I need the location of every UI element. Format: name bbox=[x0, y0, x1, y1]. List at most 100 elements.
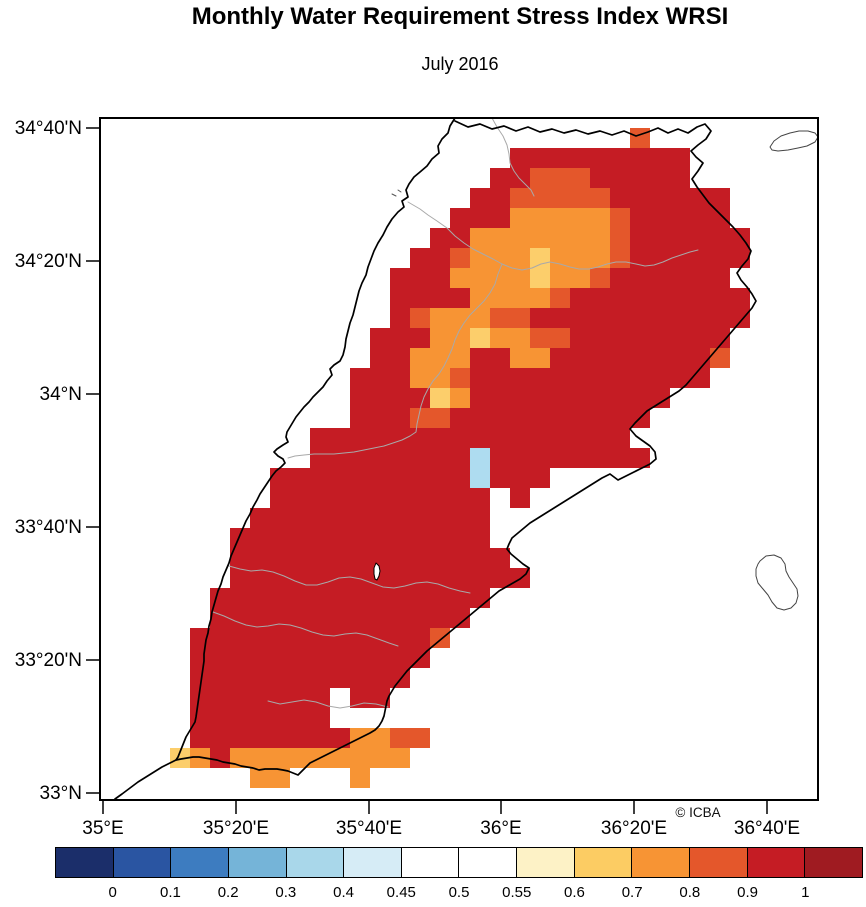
raster-cell-run bbox=[610, 208, 630, 228]
colorbar-tick-label: 0.1 bbox=[159, 884, 181, 901]
x-tick-label: 36°40'E bbox=[734, 818, 800, 839]
raster-cell-run bbox=[470, 188, 510, 208]
raster-cell-run bbox=[310, 448, 470, 468]
raster-cell-run bbox=[350, 768, 370, 788]
credit: © ICBA bbox=[675, 805, 721, 820]
raster-cell-run bbox=[510, 148, 690, 168]
raster-cell-run bbox=[610, 188, 730, 208]
colorbar-segment-3 bbox=[227, 847, 287, 878]
raster-cell-run bbox=[190, 708, 330, 728]
colorbar-labels: 0 0.1 0.2 0.3 0.4 0.45 0.5 0.55 0.6 0.7 0.8 0.9 1 bbox=[0, 884, 866, 904]
y-tick-label: 33°40'N bbox=[15, 517, 82, 538]
raster-cell-run bbox=[350, 408, 410, 428]
x-tick-label: 35°40'E bbox=[336, 818, 402, 839]
colorbar-tick-label: 0.2 bbox=[217, 884, 239, 901]
x-tick-label: 36°20'E bbox=[601, 818, 667, 839]
lake-homs-path bbox=[755, 554, 799, 611]
raster-cell-run bbox=[450, 248, 470, 268]
admin-south-1-line bbox=[228, 565, 471, 594]
colorbar-segment-13 bbox=[804, 847, 863, 878]
raster-cell-run bbox=[250, 768, 290, 788]
raster-cell-run bbox=[370, 328, 430, 348]
y-tick-label: 34°40'N bbox=[15, 118, 82, 139]
colorbar-tick-label: 0.6 bbox=[563, 884, 585, 901]
raster-cell-run bbox=[510, 208, 610, 228]
lake-qaraoun-path bbox=[373, 562, 381, 581]
colorbar-tick-label: 0.45 bbox=[386, 884, 416, 901]
raster-cell-run bbox=[230, 568, 530, 588]
colorbar-segment-11 bbox=[689, 847, 748, 878]
raster-cell-run bbox=[250, 508, 490, 528]
x-tick-label: 36°E bbox=[480, 818, 521, 839]
colorbar-segment-4 bbox=[285, 847, 345, 878]
raster-cell-run bbox=[470, 228, 610, 248]
raster-cell-run bbox=[410, 348, 470, 368]
raster-cell-run bbox=[210, 608, 470, 628]
raster-cell-run bbox=[190, 688, 330, 708]
colorbar-segment-1 bbox=[112, 847, 172, 878]
raster-cell-run bbox=[510, 488, 530, 508]
raster-cell-run bbox=[430, 388, 450, 408]
raster-cell-run bbox=[590, 168, 690, 188]
raster-cell-run bbox=[310, 428, 630, 448]
colorbar-tick-label: 0.55 bbox=[502, 884, 532, 901]
raster-cell-run bbox=[370, 348, 410, 368]
plot-frame bbox=[99, 117, 819, 801]
raster-cell-run bbox=[430, 228, 470, 248]
colorbar-tick-label: 0.9 bbox=[737, 884, 758, 901]
admin-north-line bbox=[407, 201, 699, 271]
colorbar-tick-label: 0.5 bbox=[448, 884, 470, 901]
raster-cell-run bbox=[230, 548, 510, 568]
raster-cell-run bbox=[630, 248, 750, 268]
raster-cell-run bbox=[170, 748, 190, 768]
raster-cell-run bbox=[190, 628, 430, 648]
raster-cell-run bbox=[210, 588, 490, 608]
raster-cell-run bbox=[490, 468, 550, 488]
raster-cell-run bbox=[510, 188, 610, 208]
raster-cell-run bbox=[390, 288, 470, 308]
colorbar-segment-0 bbox=[55, 847, 114, 878]
raster-cell-run bbox=[490, 328, 530, 348]
colorbar-tick-label: 0.4 bbox=[333, 884, 354, 901]
raster-layer bbox=[170, 128, 750, 788]
raster-cell-run bbox=[490, 168, 530, 188]
raster-cell-run bbox=[530, 168, 590, 188]
raster-cell-run bbox=[610, 268, 730, 288]
raster-cell-run bbox=[530, 308, 750, 328]
page-subtitle: July 2016 bbox=[421, 54, 499, 74]
page-title: Monthly Water Requirement Stress Index W… bbox=[191, 3, 729, 30]
raster-cell-run bbox=[470, 388, 670, 408]
raster-cell-run bbox=[190, 648, 430, 668]
raster-cell-run bbox=[510, 348, 550, 368]
colorbar-tick-label: 0 bbox=[108, 884, 117, 901]
raster-cell-run bbox=[570, 328, 730, 348]
colorbar-segment-7 bbox=[458, 847, 518, 878]
raster-cell-run bbox=[210, 748, 230, 768]
colorbar-segment-12 bbox=[746, 847, 806, 878]
raster-cell-run bbox=[350, 368, 410, 388]
raster-cell-run bbox=[450, 408, 650, 428]
raster-cell-run bbox=[450, 368, 470, 388]
colorbar-segment-8 bbox=[516, 847, 575, 878]
raster-cell-run bbox=[550, 288, 570, 308]
raster-cell-run bbox=[410, 408, 450, 428]
raster-cell-run bbox=[470, 348, 510, 368]
raster-cell-run bbox=[550, 268, 590, 288]
raster-cell-run bbox=[430, 628, 450, 648]
raster-cell-run bbox=[350, 388, 430, 408]
raster-cell-run bbox=[470, 328, 490, 348]
colorbar-tick-label: 1 bbox=[801, 884, 810, 901]
raster-cell-run bbox=[430, 328, 470, 348]
raster-cell-run bbox=[410, 308, 430, 328]
raster-cell-run bbox=[190, 668, 410, 688]
raster-cell-run bbox=[450, 268, 530, 288]
raster-cell-run bbox=[450, 388, 470, 408]
x-tick-label: 35°E bbox=[82, 818, 123, 839]
island-northeast-path bbox=[769, 130, 819, 152]
raster-cell-run bbox=[390, 308, 410, 328]
raster-cell-run bbox=[470, 468, 490, 488]
colorbar-segment-6 bbox=[400, 847, 460, 878]
raster-cell-run bbox=[530, 268, 550, 288]
